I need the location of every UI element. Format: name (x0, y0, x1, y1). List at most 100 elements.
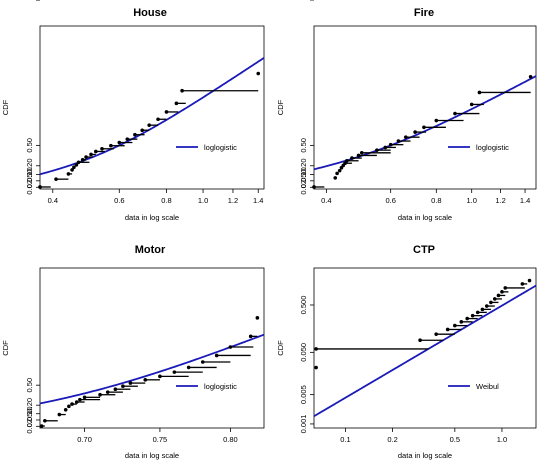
data-point (147, 123, 151, 127)
data-point (133, 132, 137, 137)
data-point (39, 424, 44, 428)
data-point (475, 310, 480, 315)
y-tick-label: 0.20 (25, 398, 34, 413)
plot-frame (313, 25, 537, 190)
panel-title: Motor (135, 244, 166, 256)
legend-label: loglogistic (204, 143, 237, 152)
data-point (54, 177, 58, 181)
y-tick-label: 0.05 (25, 174, 34, 189)
data-point (105, 390, 110, 394)
data-point (38, 185, 42, 189)
data-point (172, 370, 177, 374)
data-point (76, 160, 81, 165)
y-tick-label: 0.10 (25, 406, 34, 421)
data-point (520, 282, 525, 286)
y-tick-label: 0.500 (299, 296, 308, 315)
data-point (80, 157, 85, 162)
data-point (459, 320, 464, 324)
y-tick-label: 1.00 (25, 0, 40, 2)
panel-title: Fire (414, 7, 434, 19)
x-axis-label: data in log scale (398, 213, 452, 222)
x-tick-label: 0.4 (321, 196, 331, 205)
data-point (158, 374, 162, 379)
data-point (43, 418, 47, 423)
data-point (248, 334, 253, 339)
x-tick-label: 0.6 (385, 196, 395, 205)
data-point (128, 381, 133, 385)
data-point (94, 149, 98, 154)
data-point (503, 286, 508, 290)
data-point (84, 155, 88, 159)
data-point (465, 316, 470, 321)
y-tick-label: 0.02 (25, 180, 34, 195)
y-tick-label: 0.50 (25, 138, 34, 153)
data-point (78, 397, 82, 402)
data-point (98, 392, 102, 397)
data-point (333, 176, 338, 180)
data-point (63, 407, 68, 412)
x-tick-label: 0.8 (161, 196, 171, 205)
data-point (314, 365, 318, 370)
data-point (314, 347, 318, 351)
y-tick-label: 0.10 (299, 167, 308, 182)
data-point (383, 145, 388, 150)
data-point (186, 365, 191, 370)
x-tick-label: 0.2 (387, 435, 397, 444)
data-point (335, 171, 339, 176)
plot-frame (313, 267, 537, 429)
x-tick-label: 1.4 (520, 196, 530, 205)
data-point (214, 353, 219, 358)
y-tick-label: 1.00 (25, 0, 40, 2)
data-point (143, 378, 148, 382)
y-tick-label: 0.50 (299, 138, 308, 153)
data-point (74, 400, 79, 404)
y-axis-label: CDF (1, 340, 10, 356)
plot-frame (39, 25, 265, 190)
data-point (89, 152, 93, 157)
x-tick-label: 0.1 (340, 435, 350, 444)
data-point (344, 158, 349, 163)
data-point (174, 101, 179, 106)
data-point (496, 293, 501, 298)
data-point (434, 332, 438, 336)
y-tick-label: 0.20 (25, 158, 34, 173)
y-tick-label: 0.10 (25, 167, 34, 182)
y-tick-label: 0.20 (299, 158, 308, 173)
panel-title: CTP (413, 244, 435, 256)
data-point (470, 313, 475, 318)
data-point (228, 345, 233, 349)
data-point (375, 148, 379, 152)
x-tick-label: 1.0 (497, 435, 507, 444)
data-point (125, 137, 130, 141)
data-point (256, 71, 261, 76)
y-tick-label: 0.05 (299, 174, 308, 189)
data-point (67, 404, 71, 409)
data-point (469, 102, 474, 107)
x-axis-label: data in log scale (125, 451, 179, 460)
legend-label: loglogistic (476, 143, 509, 152)
data-point (453, 111, 457, 116)
x-tick-label: 0.80 (223, 435, 238, 444)
data-point (74, 163, 79, 167)
data-point (500, 290, 504, 294)
data-point (312, 185, 316, 189)
y-axis-label: CDF (1, 99, 10, 115)
panel-ctp: CTP data in log scale CDF 0.1 0.2 0.5 1.0 0.001… (276, 244, 537, 460)
y-tick-label: 0.50 (25, 378, 34, 393)
data-point (113, 387, 118, 391)
y-tick-label: 0.005 (299, 385, 308, 404)
panel-house: House data in log scale CDF 0.4 0.6 0.8 1.0 1.2… (1, 0, 265, 222)
y-tick-label: 0.02 (25, 419, 34, 434)
y-tick-label: 0.050 (299, 343, 308, 362)
data-point (418, 338, 422, 343)
x-axis-label: data in log scale (125, 213, 179, 222)
data-point (477, 90, 482, 95)
data-point (255, 316, 260, 320)
data-point (109, 143, 113, 148)
x-tick-label: 0.70 (77, 435, 92, 444)
data-point (156, 117, 160, 122)
data-point (180, 88, 184, 93)
data-point (396, 139, 401, 143)
data-point (484, 304, 489, 308)
